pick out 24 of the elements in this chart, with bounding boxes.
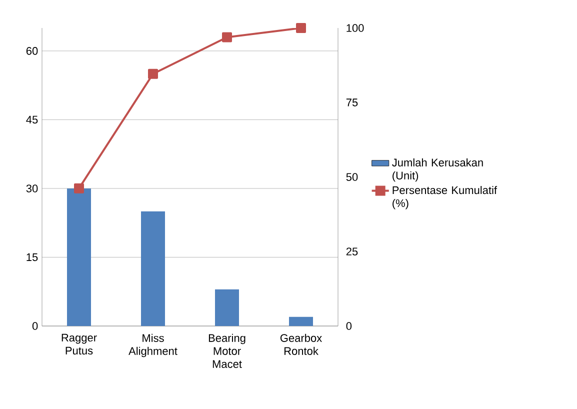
- bar: [289, 316, 314, 326]
- point: [74, 183, 84, 194]
- y-tick-label: 15: [26, 253, 38, 262]
- y2-tick-label: 100: [346, 24, 364, 32]
- y2-tick-label: 50: [346, 173, 358, 181]
- x-tick-label: Ragger Putus: [62, 334, 97, 355]
- point: [148, 68, 158, 79]
- bar: [67, 188, 91, 326]
- bar: [215, 289, 239, 326]
- x-tick-label: Miss Alighment: [128, 334, 178, 358]
- y-tick-label: 45: [26, 116, 38, 124]
- y2-tick-label: 75: [346, 98, 358, 106]
- y-tick-label: 30: [26, 184, 38, 192]
- bar: [141, 211, 165, 326]
- x-tick-label: Bearing Motor Macet: [208, 334, 246, 368]
- y2-tick-label: 0: [346, 322, 352, 330]
- y-tick-label: 60: [26, 47, 38, 55]
- x-tick-label: Gearbox Rontok: [280, 334, 322, 355]
- point: [296, 22, 306, 33]
- y2-tick-label: 25: [346, 248, 358, 256]
- legend-label: Jumlah Kerusakan (Unit): [392, 158, 483, 182]
- point: [222, 32, 232, 42]
- legend-label: Persentase Kumulatif (%): [392, 186, 498, 210]
- y-tick-label: 0: [32, 322, 38, 330]
